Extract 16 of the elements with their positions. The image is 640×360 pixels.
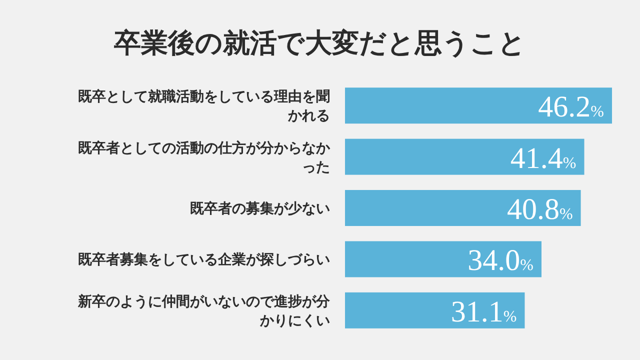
y-tick-label: 既卒者募集をしている企業が探しづらい: [78, 251, 330, 268]
data-label: 46.2%: [538, 90, 604, 124]
data-label: 41.4%: [510, 142, 576, 175]
y-tick-label: 新卒のように仲間がいないので進捗が分かりにくい: [77, 292, 331, 329]
data-label: 40.8%: [506, 193, 573, 226]
y-tick-label: 既卒者としての活動の仕方が分からなかった: [78, 139, 331, 176]
bar: [345, 190, 581, 226]
y-tick-label: 既卒として就職活動をしている理由を聞かれる: [78, 88, 330, 124]
bar: [345, 88, 612, 124]
data-label: 34.0%: [468, 244, 534, 278]
bar: [345, 241, 542, 278]
bar: [345, 138, 584, 175]
y-tick-label: 既卒者の募集が少ない: [190, 200, 330, 217]
chart-title: 卒業後の就活で大変だと思うこと: [113, 28, 526, 58]
bar: [345, 292, 525, 328]
data-label: 31.1%: [450, 295, 517, 328]
